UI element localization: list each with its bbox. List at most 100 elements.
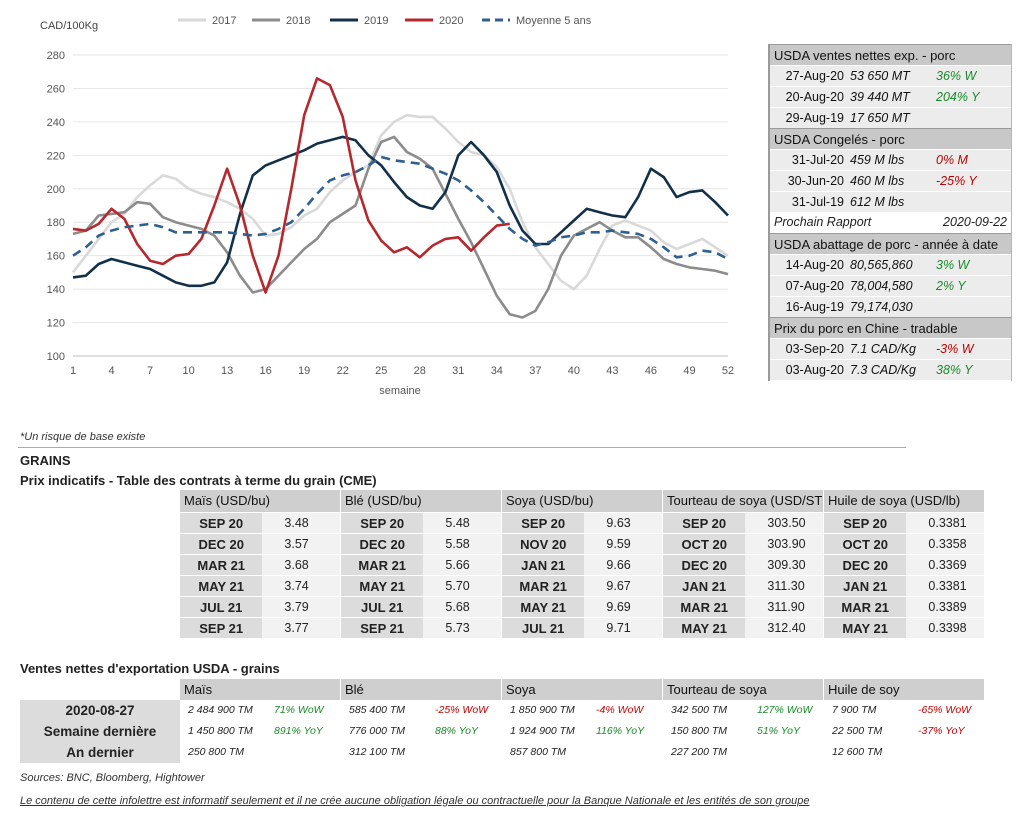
disclaimer: Le contenu de cette infolettre est infor… xyxy=(20,795,810,807)
futures-cell: SEP 21 5.73 xyxy=(341,618,502,638)
contract-price: 9.59 xyxy=(584,534,662,554)
exports-column-header: Blé xyxy=(341,679,502,700)
info-date: 03-Sep-20 xyxy=(785,342,844,356)
info-row: 27-Aug-20 53 650 MT 36% W xyxy=(770,65,1011,86)
futures-cell: JAN 21 9.66 xyxy=(502,555,663,575)
exports-change: 891% YoY xyxy=(274,725,323,737)
contract-month: OCT 20 xyxy=(663,534,746,554)
x-tick-label: 46 xyxy=(645,365,657,377)
futures-cell: MAY 21 0.3398 xyxy=(824,618,985,638)
exports-change xyxy=(596,742,663,763)
exports-column-header: Soya xyxy=(502,679,663,700)
exports-row: Semaine dernière 1 450 800 TM 891% YoY 776 … xyxy=(20,721,986,742)
exports-cell: 22 500 TM -37% YoY xyxy=(824,721,985,742)
contract-price: 3.79 xyxy=(262,597,340,617)
exports-row: An dernier 250 800 TM 312 100 TM 857 800 TM… xyxy=(20,742,986,763)
exports-title: Ventes nettes d'exportation USDA - grain… xyxy=(20,661,280,676)
info-value: 460 M lbs xyxy=(850,174,905,188)
futures-column-header: Maïs (USD/bu) xyxy=(180,490,341,512)
futures-cell: JAN 21 0.3381 xyxy=(824,576,985,596)
info-row: 03-Aug-20 7.3 CAD/Kg 38% Y xyxy=(770,359,1011,380)
futures-cell: JUL 21 9.71 xyxy=(502,618,663,638)
y-tick-label: 240 xyxy=(47,117,65,129)
contract-price: 9.71 xyxy=(584,618,662,638)
futures-cell: JUL 21 3.79 xyxy=(180,597,341,617)
exports-volume: 150 800 TM xyxy=(671,725,728,737)
info-change: 2% Y xyxy=(936,279,966,293)
info-change: 3% W xyxy=(936,258,970,272)
info-date: 31-Jul-19 xyxy=(791,195,844,209)
x-tick-label: 28 xyxy=(414,365,426,377)
contract-price: 0.3398 xyxy=(906,618,984,638)
info-row: 20-Aug-20 39 440 MT 204% Y xyxy=(770,86,1011,107)
futures-title: Prix indicatifs - Table des contrats à t… xyxy=(20,473,377,488)
contract-month: JUL 21 xyxy=(341,597,424,617)
contract-price: 9.69 xyxy=(584,597,662,617)
exports-row-label: 2020-08-27 xyxy=(20,700,180,721)
x-tick-label: 49 xyxy=(683,365,695,377)
contract-month: DEC 20 xyxy=(341,534,424,554)
exports-volume: 1 450 800 TM xyxy=(188,725,253,737)
x-tick-label: 16 xyxy=(260,365,272,377)
contract-price: 303.50 xyxy=(745,513,823,533)
info-date: 27-Aug-20 xyxy=(785,69,844,83)
contract-month: MAY 21 xyxy=(502,597,585,617)
info-row: 30-Jun-20 460 M lbs -25% Y xyxy=(770,170,1011,191)
contract-month: JUL 21 xyxy=(502,618,585,638)
info-change: 36% W xyxy=(936,69,977,83)
contract-month: DEC 20 xyxy=(824,555,907,575)
futures-cell: OCT 20 303.90 xyxy=(663,534,824,554)
futures-cell: MAR 21 9.67 xyxy=(502,576,663,596)
info-value: 7.1 CAD/Kg xyxy=(850,342,917,356)
contract-month: NOV 20 xyxy=(502,534,585,554)
x-tick-label: 1 xyxy=(70,365,76,377)
x-tick-label: 22 xyxy=(337,365,349,377)
contract-price: 9.66 xyxy=(584,555,662,575)
x-tick-label: 52 xyxy=(722,365,734,377)
info-value: 17 650 MT xyxy=(850,111,910,125)
basis-risk-note: *Un risque de base existe xyxy=(20,431,146,443)
futures-cell: SEP 20 9.63 xyxy=(502,513,663,533)
futures-table: Maïs (USD/bu) Blé (USD/bu) Soya (USD/bu) To… xyxy=(180,490,986,638)
exports-cell: 150 800 TM 51% YoY xyxy=(663,721,824,742)
contract-price: 312.40 xyxy=(745,618,823,638)
next-report-label: Prochain Rapport xyxy=(774,215,872,229)
info-value: 612 M lbs xyxy=(850,195,905,209)
exports-volume: 250 800 TM xyxy=(188,746,245,758)
contract-price: 303.90 xyxy=(745,534,823,554)
contract-month: JAN 21 xyxy=(663,576,746,596)
x-tick-label: 4 xyxy=(108,365,114,377)
exports-cell: 1 850 900 TM -4% WoW xyxy=(502,700,663,721)
contract-price: 0.3381 xyxy=(906,576,984,596)
info-change: 38% Y xyxy=(936,363,973,377)
contract-month: SEP 20 xyxy=(824,513,907,533)
info-date: 20-Aug-20 xyxy=(785,90,844,104)
y-axis-title: CAD/100Kg xyxy=(40,20,98,32)
contract-price: 311.30 xyxy=(745,576,823,596)
exports-change xyxy=(274,742,341,763)
futures-cell: OCT 20 0.3358 xyxy=(824,534,985,554)
exports-change xyxy=(757,742,824,763)
x-tick-label: 19 xyxy=(298,365,310,377)
exports-header-spacer xyxy=(20,679,180,700)
exports-change: -65% WoW xyxy=(918,704,972,716)
x-tick-label: 7 xyxy=(147,365,153,377)
info-change xyxy=(936,297,1008,317)
exports-volume: 342 500 TM xyxy=(671,704,728,716)
exports-cell: 1 450 800 TM 891% YoY xyxy=(180,721,341,742)
exports-volume: 1 850 900 TM xyxy=(510,704,575,716)
futures-column-header: Huile de soya (USD/lb) xyxy=(824,490,985,512)
futures-cell: SEP 20 3.48 xyxy=(180,513,341,533)
exports-change: 116% YoY xyxy=(596,725,645,737)
contract-month: MAY 21 xyxy=(824,618,907,638)
info-value: 7.3 CAD/Kg xyxy=(850,363,917,377)
info-value: 53 650 MT xyxy=(850,69,910,83)
futures-cell: SEP 20 5.48 xyxy=(341,513,502,533)
info-date: 14-Aug-20 xyxy=(785,258,844,272)
exports-volume: 857 800 TM xyxy=(510,746,567,758)
exports-cell: 12 600 TM xyxy=(824,742,985,763)
contract-price: 5.68 xyxy=(423,597,501,617)
contract-price: 0.3369 xyxy=(906,555,984,575)
contract-price: 9.67 xyxy=(584,576,662,596)
futures-cell: DEC 20 0.3369 xyxy=(824,555,985,575)
